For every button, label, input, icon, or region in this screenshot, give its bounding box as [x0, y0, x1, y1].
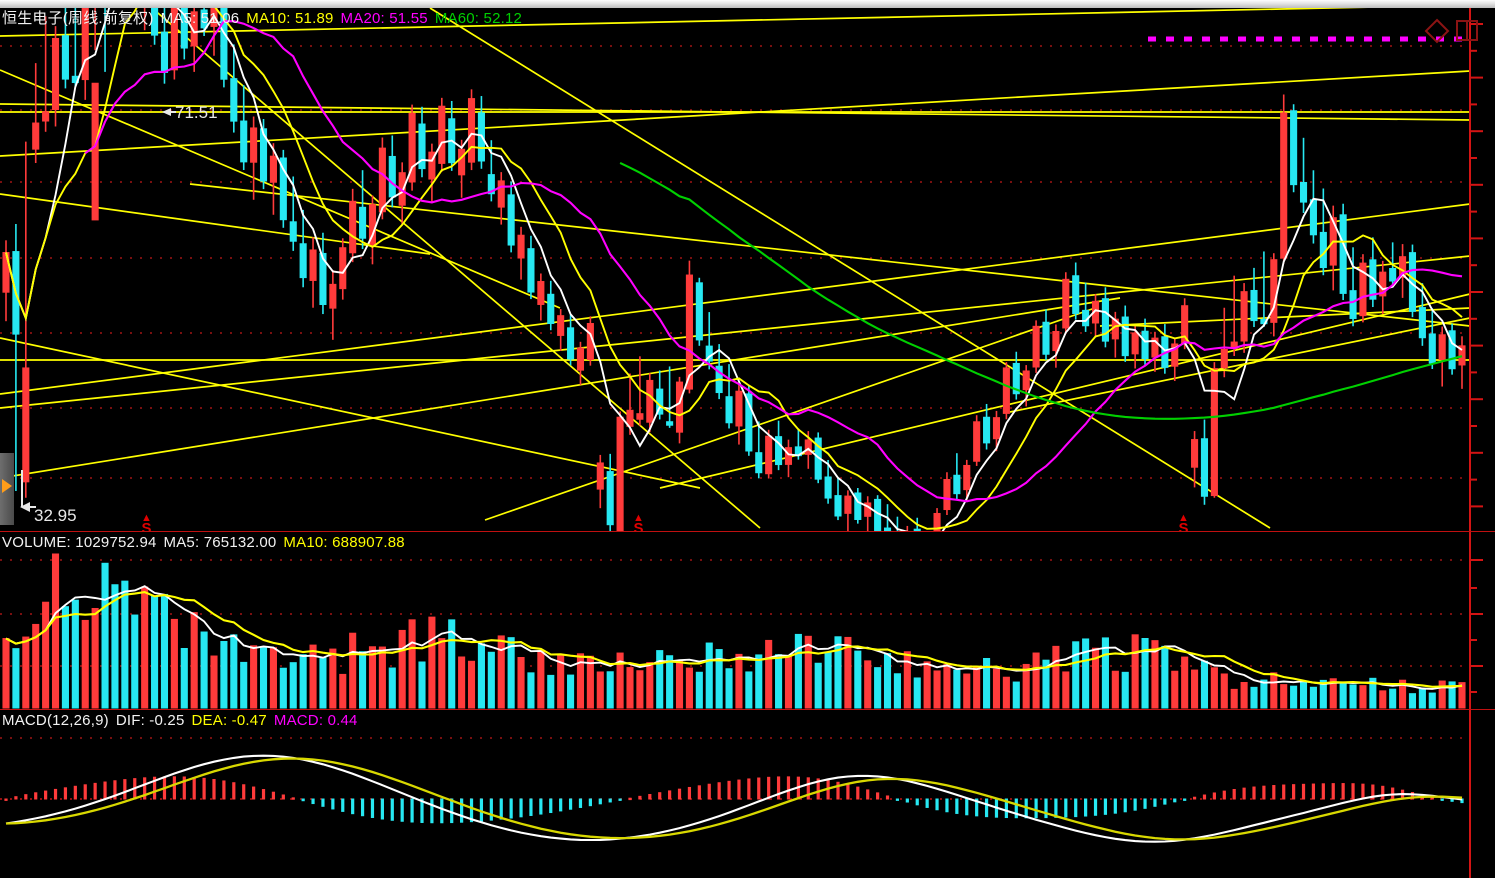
- volume-panel-header: VOLUME: 1029752.94 MA5: 765132.00 MA10: 68…: [2, 534, 412, 551]
- panel-divider: [0, 531, 1495, 532]
- volume-chart-canvas[interactable]: [0, 532, 1495, 710]
- high-price-label: 71.51: [175, 103, 218, 122]
- ma10-readout: MA10: 51.89: [246, 10, 334, 27]
- macd-chart-panel[interactable]: MACD(12,26,9) DIF: -0.25 DEA: -0.47 MACD: 0…: [0, 710, 1495, 878]
- panel-divider: [0, 709, 1495, 710]
- price-chart-canvas[interactable]: [0, 8, 1495, 532]
- price-chart-panel[interactable]: 恒生电子(周线.前复权) MA5: 51.06 MA10: 51.89 MA20: 5…: [0, 8, 1495, 532]
- symbol-title: 恒生电子(周线.前复权): [2, 10, 154, 27]
- macd-panel-header: MACD(12,26,9) DIF: -0.25 DEA: -0.47 MACD: 0…: [2, 712, 365, 729]
- sell-signal-marker: ▲ S: [1178, 512, 1189, 533]
- macd-readout: MACD: 0.44: [273, 712, 358, 729]
- macd-params: MACD(12,26,9): [2, 712, 109, 729]
- price-panel-header: 恒生电子(周线.前复权) MA5: 51.06 MA10: 51.89 MA20: 5…: [2, 10, 529, 27]
- dea-readout: DEA: -0.47: [191, 712, 267, 729]
- sell-signal-marker: ▲ S: [141, 512, 152, 533]
- ma60-readout: MA60: 52.12: [434, 10, 523, 27]
- volume-readout: VOLUME: 1029752.94: [2, 534, 157, 551]
- low-price-label: 32.95: [34, 506, 77, 525]
- volume-ma10-readout: MA10: 688907.88: [283, 534, 405, 551]
- volume-chart-panel[interactable]: VOLUME: 1029752.94 MA5: 765132.00 MA10: 68…: [0, 532, 1495, 710]
- ma20-readout: MA20: 51.55: [340, 10, 428, 27]
- dif-readout: DIF: -0.25: [115, 712, 185, 729]
- window-titlebar: [0, 0, 1495, 8]
- sell-signal-marker: ▲ S: [633, 512, 644, 533]
- volume-ma5-readout: MA5: 765132.00: [163, 534, 277, 551]
- macd-chart-canvas[interactable]: [0, 710, 1495, 878]
- ma5-readout: MA5: 51.06: [160, 10, 240, 27]
- price-cursor-arrow: [2, 479, 12, 493]
